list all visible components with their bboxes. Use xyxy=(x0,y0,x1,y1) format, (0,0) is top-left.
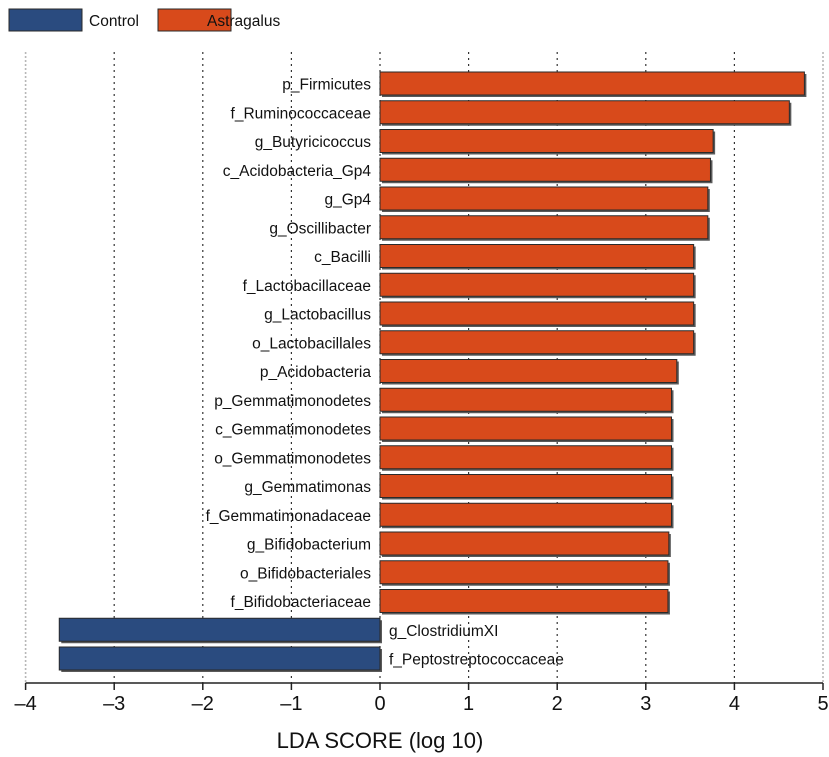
bar-g_Gp4 xyxy=(379,186,709,211)
x-tick-label: 0 xyxy=(374,693,385,715)
bar-c_Bacilli xyxy=(379,244,695,268)
bar-f_Gemmatimonadaceae xyxy=(379,502,672,527)
x-tick-label: 3 xyxy=(640,693,651,715)
bars xyxy=(58,71,807,672)
bar-label: g_Gemmatimonas xyxy=(244,479,371,496)
x-tick-label: 2 xyxy=(552,693,563,715)
x-tick-label: –2 xyxy=(192,693,214,715)
bar-label: f_Peptostreptococcaceae xyxy=(389,652,564,669)
legend: Control Astragalus xyxy=(8,8,280,32)
bar-label: c_Acidobacteria_Gp4 xyxy=(223,163,372,180)
bar-f_Ruminococcaceae xyxy=(379,100,790,125)
bar-label: p_Firmicutes xyxy=(282,77,371,94)
bar-label: g_Gp4 xyxy=(324,192,371,209)
bar-label: c_Gemmatimonodetes xyxy=(215,422,371,439)
bar-label: o_Lactobacillales xyxy=(252,335,371,352)
legend-swatch xyxy=(8,8,83,32)
bar-o_Lactobacillales xyxy=(379,330,695,355)
bar-label: g_ClostridiumXI xyxy=(389,623,498,640)
x-tick-label: –1 xyxy=(280,693,302,715)
x-tick-label: 5 xyxy=(817,693,828,715)
bar-label: o_Bifidobacteriales xyxy=(240,565,371,582)
bar-label: p_Acidobacteria xyxy=(260,364,372,381)
bar-o_Gemmatimonodetes xyxy=(379,445,672,470)
bar-p_Firmicutes xyxy=(379,71,805,96)
legend-swatch xyxy=(157,8,232,32)
x-tick-label: –4 xyxy=(14,693,36,715)
bar-label: f_Gemmatimonadaceae xyxy=(206,508,371,525)
bar-label: o_Gemmatimonodetes xyxy=(214,450,371,467)
bar-label: g_Oscillibacter xyxy=(269,220,371,237)
grid-lines xyxy=(24,52,824,683)
legend-label: Astragalus xyxy=(207,13,280,30)
bar-c_Acidobacteria_Gp4 xyxy=(379,157,711,182)
bar-g_Oscillibacter xyxy=(379,215,709,240)
bar-g_Lactobacillus xyxy=(379,301,695,326)
bar-f_Lactobacillaceae xyxy=(379,272,695,297)
legend-label: Control xyxy=(89,13,139,30)
bar-o_Bifidobacteriales xyxy=(379,560,669,585)
bar-label: g_Lactobacillus xyxy=(264,307,371,324)
x-tick-label: –3 xyxy=(103,693,125,715)
bar-label: p_Gemmatimonodetes xyxy=(214,393,371,410)
bar-label: g_Bifidobacterium xyxy=(247,537,371,554)
bar-g_ClostridiumXI xyxy=(58,617,381,642)
x-axis: –4 –3 –2 –1 0 1 2 3 4 5 xyxy=(14,682,829,715)
bar-f_Bifidobacteriaceae xyxy=(379,589,669,613)
bar-label: f_Lactobacillaceae xyxy=(243,278,371,295)
bar-p_Gemmatimonodetes xyxy=(379,387,672,412)
bar-g_Butyricicoccus xyxy=(379,129,714,153)
x-axis-title: LDA SCORE (log 10) xyxy=(277,728,484,753)
bar-label: g_Butyricicoccus xyxy=(255,134,372,151)
x-tick-label: 4 xyxy=(729,693,740,715)
bar-g_Gemmatimonas xyxy=(379,474,672,498)
bar-g_Bifidobacterium xyxy=(379,531,670,556)
x-tick-label: 1 xyxy=(463,693,474,715)
bar-p_Acidobacteria xyxy=(379,359,678,383)
bar-label: c_Bacilli xyxy=(314,249,371,266)
bar-c_Gemmatimonodetes xyxy=(379,416,672,441)
bar-f_Peptostreptococcaceae xyxy=(58,646,381,671)
bar-label: f_Ruminococcaceae xyxy=(231,105,371,122)
bar-labels: p_Firmicutes f_Ruminococcaceae g_Butyricic… xyxy=(206,77,564,669)
bar-label: f_Bifidobacteriaceae xyxy=(231,594,371,611)
